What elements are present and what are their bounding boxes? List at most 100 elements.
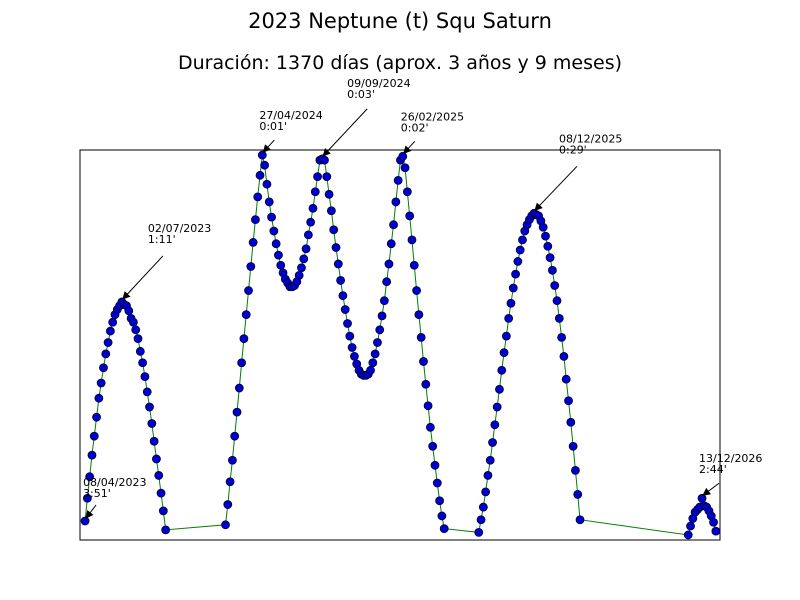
- data-point: [103, 338, 113, 347]
- data-point: [320, 155, 329, 165]
- data-point: [499, 348, 509, 357]
- data-point: [147, 419, 157, 428]
- data-point: [221, 520, 230, 530]
- data-point: [239, 334, 249, 344]
- data-point: [439, 524, 449, 534]
- data-point: [474, 528, 484, 537]
- data-point: [251, 215, 260, 225]
- annotation-orb: 0:29': [559, 143, 587, 156]
- data-point: [257, 150, 267, 160]
- data-point: [158, 506, 168, 516]
- data-point: [152, 454, 161, 464]
- data-point: [133, 334, 143, 344]
- data-point: [131, 325, 141, 335]
- data-point: [377, 311, 387, 321]
- data-point: [101, 349, 111, 359]
- data-point: [476, 515, 486, 525]
- data-point: [343, 319, 352, 328]
- data-point: [515, 245, 525, 255]
- data-point: [92, 412, 101, 422]
- chart-subtitle: Duración: 1370 días (aprox. 3 años y 9 m…: [178, 52, 622, 74]
- data-point: [412, 286, 421, 295]
- data-point: [389, 220, 398, 230]
- data-point: [80, 516, 90, 526]
- data-point: [301, 244, 311, 254]
- annotation-arrow: [322, 108, 368, 157]
- data-point: [333, 259, 343, 269]
- data-point: [248, 238, 258, 247]
- data-point: [375, 325, 385, 335]
- data-point: [96, 378, 106, 388]
- annotation-date: 08/04/2023: [83, 476, 146, 489]
- data-point: [557, 333, 567, 342]
- data-point: [324, 189, 334, 199]
- data-point: [230, 431, 240, 441]
- data-point: [554, 314, 564, 323]
- data-point: [506, 298, 516, 308]
- data-point: [561, 374, 571, 384]
- annotation-arrow: [122, 255, 164, 300]
- data-point: [571, 465, 580, 475]
- annotation-orb: 1:11': [148, 233, 176, 246]
- data-point: [573, 490, 583, 499]
- data-point: [432, 478, 442, 488]
- data-point: [488, 438, 497, 447]
- data-point: [384, 259, 394, 269]
- data-point: [566, 417, 576, 427]
- data-point: [483, 471, 493, 480]
- plot-frame: [79, 149, 721, 541]
- data-point: [135, 346, 145, 356]
- data-point: [89, 431, 99, 441]
- data-point: [419, 357, 428, 366]
- annotation-arrow: [262, 139, 275, 153]
- data-point: [550, 281, 560, 290]
- data-point: [347, 343, 357, 352]
- data-point: [264, 197, 274, 207]
- data-point: [345, 331, 355, 341]
- data-point: [331, 243, 341, 252]
- data-point: [511, 269, 520, 279]
- data-point: [294, 270, 304, 280]
- data-point: [142, 387, 152, 397]
- data-point: [425, 422, 435, 432]
- annotation-arrow: [534, 165, 578, 212]
- data-point: [87, 450, 97, 460]
- data-point: [223, 500, 233, 509]
- data-point: [409, 260, 419, 270]
- data-point: [370, 349, 380, 359]
- annotation-orb: 2:44': [699, 463, 727, 476]
- data-point: [508, 283, 518, 293]
- data-point: [154, 471, 164, 480]
- data-point: [686, 521, 695, 531]
- data-point: [481, 487, 491, 497]
- chart-title: 2023 Neptune (t) Squ Saturn: [248, 9, 552, 33]
- data-point: [274, 250, 283, 260]
- data-point: [255, 170, 265, 180]
- data-point: [149, 436, 159, 446]
- data-point: [697, 493, 707, 503]
- data-point: [138, 358, 148, 368]
- data-point: [253, 192, 263, 202]
- data-point: [683, 530, 693, 540]
- data-point: [513, 257, 523, 266]
- data-point: [398, 151, 408, 161]
- data-point: [237, 358, 247, 368]
- data-point: [416, 333, 426, 342]
- data-point: [244, 286, 253, 295]
- data-point: [373, 338, 382, 347]
- annotation-date: 13/12/2026: [699, 452, 762, 465]
- annotation-date: 27/04/2024: [259, 109, 322, 122]
- data-point: [262, 179, 272, 189]
- data-point: [228, 455, 237, 465]
- data-point: [709, 517, 718, 527]
- data-point: [105, 326, 115, 336]
- data-point: [545, 253, 555, 263]
- annotation-arrow: [403, 140, 416, 155]
- data-point: [336, 276, 346, 285]
- data-point: [379, 296, 389, 306]
- data-point: [329, 225, 339, 235]
- data-point: [338, 291, 348, 301]
- data-point: [340, 305, 350, 314]
- data-point: [308, 203, 318, 213]
